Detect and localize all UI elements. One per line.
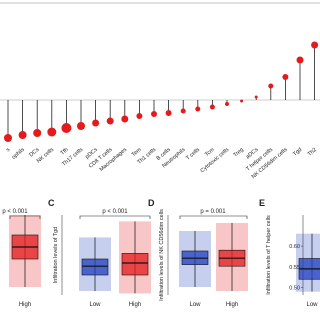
dot: [4, 134, 12, 142]
x-tick-label: High: [129, 302, 141, 308]
category-label: Tfh: [60, 147, 70, 157]
dot: [136, 113, 143, 119]
y-tick-label: 0.50: [289, 286, 300, 292]
x-tick-label: Low: [189, 302, 201, 308]
dot: [165, 110, 172, 116]
x-tick-label: High: [226, 302, 238, 308]
dot: [151, 111, 157, 117]
dot: [92, 119, 100, 127]
dot: [209, 104, 215, 110]
p-value: p < 0.001: [2, 209, 28, 215]
box: [121, 253, 149, 276]
x-tick-label: High: [19, 302, 31, 308]
category-label: Tcm: [204, 147, 216, 158]
p-bracket: [179, 215, 248, 219]
p-bracket: [79, 215, 151, 219]
dot: [18, 131, 27, 139]
p-value: p < 0.001: [102, 209, 128, 215]
y-axis-label: Infiltration levels of NK CD56dim cells: [159, 209, 165, 301]
category-label: Treg: [233, 147, 245, 159]
p-value: p = 0.001: [200, 209, 226, 215]
dot: [61, 123, 72, 133]
dot: [195, 106, 201, 112]
dot: [311, 41, 319, 49]
y-tick-label: 0.55: [289, 265, 300, 271]
dot: [240, 99, 244, 103]
dot: [296, 56, 304, 64]
y-axis-label: Infiltration levels of Tgd: [53, 227, 59, 283]
category-label: DCs: [28, 147, 40, 159]
category-label: Th2: [307, 147, 318, 158]
panel-letter: E: [259, 198, 265, 208]
dot: [121, 115, 129, 123]
y-axis-label: Infiltration levels of T helper cells: [266, 215, 272, 295]
category-label: s: [5, 147, 11, 154]
dot: [180, 108, 186, 114]
dot: [33, 129, 42, 137]
panel-letter: D: [148, 198, 155, 208]
dot: [282, 74, 289, 80]
x-tick-label: Low: [306, 302, 318, 308]
dot: [225, 102, 229, 106]
category-label: Tem: [131, 147, 143, 159]
box: [81, 258, 109, 276]
dot: [254, 95, 258, 99]
dot: [106, 117, 114, 125]
panel-letter: C: [48, 198, 55, 208]
dot: [47, 127, 57, 137]
y-tick-label: 0.60: [289, 244, 300, 250]
dot: [77, 122, 85, 130]
dot: [268, 83, 274, 89]
x-tick-label: Low: [89, 302, 101, 308]
category-label: Tgd: [292, 147, 303, 158]
